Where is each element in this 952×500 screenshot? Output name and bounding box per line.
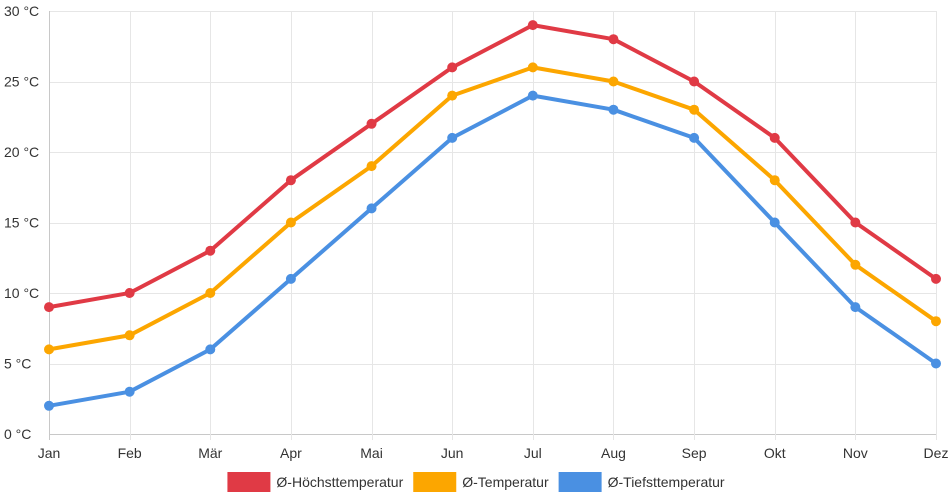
data-point bbox=[124, 288, 135, 298]
y-tick-label: 25 °C bbox=[4, 74, 39, 90]
data-point bbox=[527, 62, 538, 73]
data-point bbox=[205, 344, 216, 355]
x-axis: Jan Feb Mär Apr Mai Jun Jul Aug Sep Okt Nov Dez bbox=[38, 445, 949, 461]
x-tick-label: Feb bbox=[118, 445, 142, 461]
x-tick-label: Aug bbox=[601, 445, 626, 461]
data-point bbox=[44, 400, 54, 411]
x-tick-label: Mai bbox=[360, 445, 383, 461]
data-point bbox=[124, 330, 135, 341]
y-axis: 0 °C 5 °C 10 °C 15 °C 20 °C 25 °C 30 °C bbox=[4, 3, 39, 442]
series-1 bbox=[44, 20, 941, 313]
data-point bbox=[366, 118, 377, 129]
x-tick-label: Jun bbox=[441, 445, 464, 461]
data-point bbox=[689, 76, 700, 87]
data-point bbox=[608, 76, 619, 87]
data-point bbox=[850, 302, 861, 313]
y-tick-label: 5 °C bbox=[4, 356, 31, 372]
series-line bbox=[47, 65, 938, 352]
series-group bbox=[44, 20, 941, 411]
data-point bbox=[527, 90, 538, 101]
data-point bbox=[285, 273, 296, 284]
data-point bbox=[447, 90, 458, 101]
legend-item[interactable]: Ø-Temperatur bbox=[413, 472, 549, 492]
y-tick-label: 30 °C bbox=[4, 3, 39, 19]
legend[interactable]: Ø-Höchsttemperatur Ø-Temperatur Ø-Tiefstte… bbox=[227, 472, 725, 492]
x-tick-label: Jan bbox=[38, 445, 61, 461]
legend-swatch bbox=[558, 472, 602, 492]
legend-swatch bbox=[227, 472, 271, 492]
data-point bbox=[931, 358, 941, 369]
y-tick-label: 0 °C bbox=[4, 426, 31, 442]
data-point bbox=[850, 217, 861, 228]
series-3 bbox=[44, 90, 941, 411]
data-point bbox=[44, 302, 54, 313]
data-point bbox=[769, 175, 780, 186]
data-point bbox=[205, 245, 216, 256]
series-line bbox=[47, 93, 938, 408]
legend-item[interactable]: Ø-Höchsttemperatur bbox=[227, 472, 404, 492]
x-tick-label: Dez bbox=[924, 445, 949, 461]
x-tick-label: Jul bbox=[524, 445, 542, 461]
data-point bbox=[285, 175, 296, 186]
y-tick-label: 10 °C bbox=[4, 285, 39, 301]
series-line bbox=[47, 23, 938, 310]
data-point bbox=[850, 259, 861, 270]
data-point bbox=[124, 386, 135, 397]
legend-swatch bbox=[413, 472, 457, 492]
legend-item[interactable]: Ø-Tiefsttemperatur bbox=[558, 472, 725, 492]
data-point bbox=[931, 316, 941, 327]
data-point bbox=[447, 132, 458, 143]
data-point bbox=[366, 203, 377, 214]
x-tick-label: Nov bbox=[843, 445, 868, 461]
data-point bbox=[44, 344, 54, 355]
series-2 bbox=[44, 62, 941, 355]
x-tick-label: Sep bbox=[682, 445, 707, 461]
data-point bbox=[769, 132, 780, 143]
data-point bbox=[608, 34, 619, 45]
x-tick-label: Okt bbox=[764, 445, 786, 461]
data-point bbox=[689, 132, 700, 143]
data-point bbox=[608, 104, 619, 115]
y-tick-label: 20 °C bbox=[4, 144, 39, 160]
grid bbox=[49, 11, 937, 440]
x-tick-label: Apr bbox=[280, 445, 302, 461]
legend-label: Ø-Höchsttemperatur bbox=[276, 474, 403, 490]
data-point bbox=[447, 62, 458, 73]
data-point bbox=[769, 217, 780, 228]
data-point bbox=[205, 288, 216, 298]
data-point bbox=[527, 20, 538, 31]
data-point bbox=[366, 161, 377, 172]
x-tick-label: Mär bbox=[198, 445, 222, 461]
data-point bbox=[689, 104, 700, 115]
y-tick-label: 15 °C bbox=[4, 215, 39, 231]
legend-label: Ø-Tiefsttemperatur bbox=[608, 474, 725, 490]
data-point bbox=[931, 273, 941, 284]
data-point bbox=[285, 217, 296, 228]
legend-label: Ø-Temperatur bbox=[462, 474, 549, 490]
